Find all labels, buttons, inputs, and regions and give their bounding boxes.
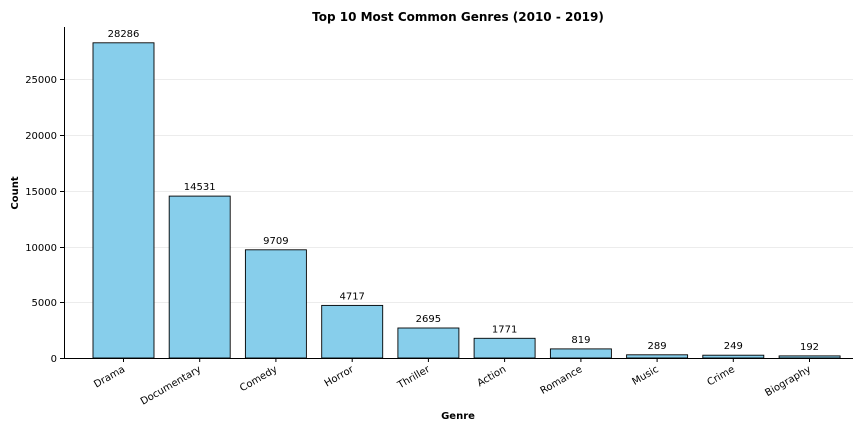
bar [778,355,841,359]
data-label: 1771 [492,324,517,335]
x-tick-label: Comedy [238,364,279,394]
bar [702,354,765,359]
y-axis-ticks: 0 5000 10000 15000 20000 25000 [25,75,64,365]
x-tick-label: Documentary [139,364,203,408]
y-tick-label: 0 [51,354,57,365]
bar [397,327,460,359]
data-label: 14531 [184,182,216,193]
bar [321,304,384,359]
data-label: 192 [800,342,819,353]
y-tick-label: 5000 [32,298,57,309]
data-labels: 28286 14531 9709 4717 2695 1771 819 289 249 192 [108,29,819,353]
x-tick-label: Crime [706,364,737,388]
bar [473,337,536,359]
x-tick-label: Horror [323,364,357,390]
x-tick-label: Romance [539,364,585,397]
x-tick-label: Action [475,364,508,389]
bar [168,195,231,359]
x-tick-label: Biography [763,364,813,399]
data-label: 2695 [416,314,441,325]
x-axis-ticks: Drama Documentary Comedy Horror Thriller Acti… [92,358,813,408]
bars [92,42,841,359]
bar [244,249,307,359]
y-tick-label: 15000 [25,187,57,198]
bar [626,354,689,359]
x-axis-label: Genre [441,411,475,422]
data-label: 819 [571,335,590,346]
x-tick-label: Music [630,364,660,388]
x-tick-label: Drama [92,364,127,390]
y-tick-label: 25000 [25,75,57,86]
data-label: 28286 [108,29,140,40]
y-axis-label: Count [10,176,21,209]
data-label: 4717 [339,291,364,302]
x-tick-label: Thriller [395,364,433,392]
bar [92,42,155,359]
data-label: 9709 [263,236,288,247]
bar [549,348,612,359]
data-label: 289 [648,341,667,352]
chart-title: Top 10 Most Common Genres (2010 - 2019) [312,10,604,24]
y-tick-label: 20000 [25,131,57,142]
y-tick-label: 10000 [25,243,57,254]
data-label: 249 [724,341,743,352]
